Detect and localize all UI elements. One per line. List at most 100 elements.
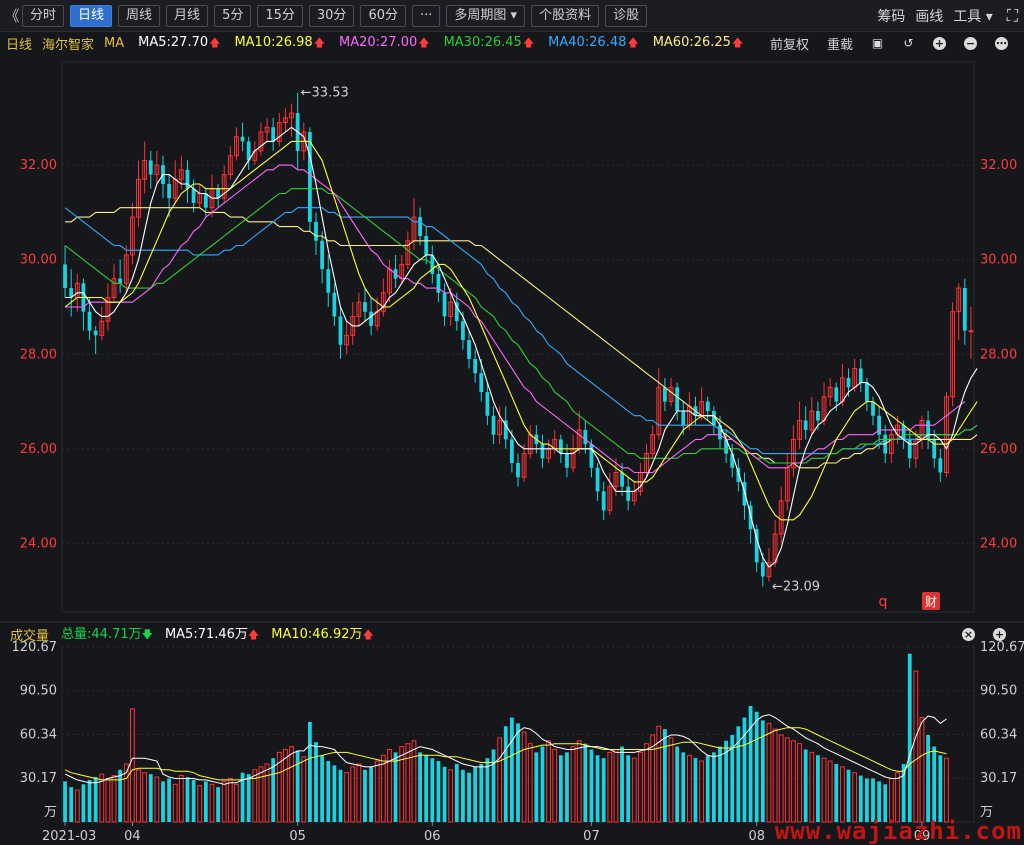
volume-bar-up (405, 743, 411, 823)
candle-body-down (816, 411, 820, 421)
up-arrow-icon: 🡅 (209, 35, 221, 49)
candle-body-down (858, 368, 863, 383)
undo-icon[interactable]: ↺ (903, 35, 914, 50)
ma-item-3: MA30:26.45🡅 (444, 34, 535, 53)
volume-bar-up (178, 775, 184, 823)
volume-bar-down (307, 721, 312, 822)
volume-bar-up (276, 751, 282, 823)
volume-bar-up (827, 760, 833, 823)
add-indicator-icon[interactable]: + (993, 627, 1006, 641)
volume-bar-up (111, 775, 117, 823)
close-icon[interactable]: × (962, 627, 975, 641)
volume-bar-down (338, 769, 343, 822)
collapse-left-icon[interactable]: 《 (4, 7, 20, 25)
price-tick-right: 30.00 (980, 253, 1017, 268)
ma-item-5: MA60:26.25🡅 (653, 34, 744, 53)
candle-body-up (221, 174, 227, 199)
candle-body-down (93, 330, 98, 336)
candle-body-up (668, 386, 674, 403)
period-button-4[interactable]: 5分 (214, 4, 252, 27)
volume-bar-down (485, 758, 490, 822)
draw-line-button[interactable]: 画线 (915, 9, 944, 25)
x-tick-label: 08 (748, 829, 765, 844)
zoom-in-icon[interactable]: + (933, 36, 946, 50)
volume-bar-down (161, 781, 165, 822)
candle-body-down (491, 415, 496, 435)
candle-body-up (607, 486, 613, 511)
volume-bar-down (681, 752, 686, 822)
period-button-8[interactable]: ··· (411, 4, 441, 27)
ma5-line (65, 126, 978, 568)
candle-body-down (240, 136, 245, 142)
price-tick-left: 26.00 (20, 442, 57, 457)
candle-body-down (314, 221, 318, 241)
period-button-3[interactable]: 月线 (166, 4, 209, 27)
volume-bar-up (129, 708, 135, 823)
candle-body-down (148, 160, 153, 175)
candle-body-up (656, 386, 662, 436)
tools-dropdown[interactable]: 工具 ▾ (953, 9, 993, 25)
volume-tick-left: 90.50 (20, 684, 57, 699)
candle-body-down (540, 444, 545, 459)
candle-body-up (283, 117, 288, 124)
volume-bar-up (791, 740, 796, 823)
period-button-0[interactable]: 分时 (22, 4, 65, 27)
volume-bar-up (840, 766, 845, 823)
volume-bar-down (393, 752, 398, 822)
period-button-11[interactable]: 诊股 (605, 4, 648, 27)
volume-bar-up (650, 734, 656, 823)
candle-body-up (448, 301, 454, 317)
volume-bar-up (852, 772, 858, 823)
volume-bar-up (686, 754, 692, 823)
volume-tick-left: 60.34 (20, 727, 57, 742)
period-button-10[interactable]: 个股资料 (531, 4, 600, 27)
lock-icon[interactable]: ▣ (871, 35, 884, 50)
period-button-2[interactable]: 周线 (118, 4, 161, 27)
period-button-7[interactable]: 60分 (360, 4, 406, 27)
up-arrow-icon: 🡅 (247, 628, 260, 641)
period-button-9[interactable]: 多周期图 ▾ (446, 4, 526, 27)
volume-bar-up (576, 740, 582, 823)
volume-bar-up (258, 766, 264, 823)
period-button-6[interactable]: 30分 (308, 4, 355, 27)
candle-body-down (834, 387, 839, 402)
volume-bar-down (473, 766, 478, 822)
volume-bar-down (167, 778, 172, 822)
period-button-5[interactable]: 15分 (257, 4, 303, 27)
volume-bar-down (516, 723, 520, 822)
more-icon[interactable]: ⋯ (995, 36, 1008, 50)
candle-body-up (234, 136, 239, 157)
candle-body-up (766, 561, 772, 578)
ma-label[interactable]: MA (104, 35, 125, 51)
x-tick-label: 04 (124, 829, 141, 844)
period-button-1[interactable]: 日线 (70, 4, 113, 27)
candle-body-up (142, 159, 148, 180)
volume-bar-up (123, 763, 129, 823)
price-tick-left: 28.00 (20, 347, 57, 362)
volume-bar-up (387, 748, 392, 823)
volume-bar-up (778, 734, 784, 823)
up-arrow-icon: 🡅 (522, 35, 535, 49)
zoom-out-icon[interactable]: − (964, 36, 977, 50)
ma-item-label: MA30:26.45 (443, 34, 522, 50)
candle-body-up (356, 301, 362, 317)
chips-button[interactable]: 筹码 (877, 9, 906, 25)
volume-bar-up (668, 737, 674, 823)
volume-bar-up (74, 789, 80, 823)
volume-legend: 成交量 总量:44.71万🡇 MA5:71.46万🡅 MA10:46.92万🡅 … (0, 624, 1024, 644)
candle-body-down (681, 411, 686, 426)
reload-button[interactable]: 重载 (826, 37, 853, 53)
volume-bar-up (644, 743, 649, 823)
volume-bar-down (938, 755, 943, 822)
up-arrow-icon: 🡅 (313, 35, 325, 49)
ma-item-4: MA40:26.48🡅 (548, 34, 639, 53)
expand-icon[interactable]: ⛶ (1006, 6, 1018, 25)
fq-button[interactable]: 前复权 (769, 37, 809, 53)
candle-body-down (461, 321, 465, 341)
candle-body-down (864, 382, 869, 402)
volume-bar-up (766, 722, 772, 823)
volume-bar-down (675, 746, 680, 822)
volume-bar-down (858, 775, 863, 822)
volume-bar-down (314, 742, 318, 822)
